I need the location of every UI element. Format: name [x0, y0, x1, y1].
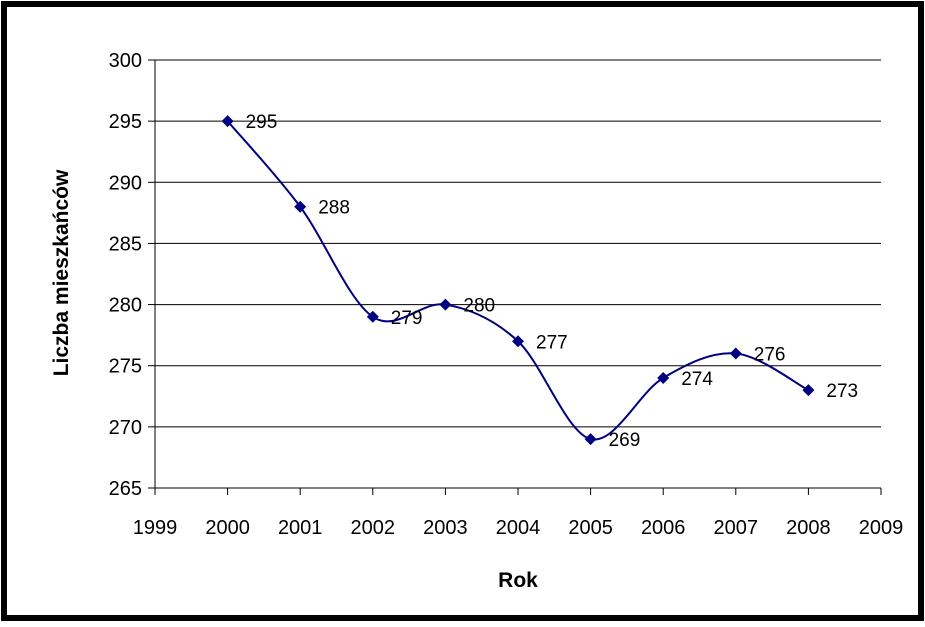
data-point [584, 433, 597, 446]
series [221, 115, 815, 446]
data-label: 295 [246, 112, 278, 133]
y-tick-label: 300 [109, 50, 142, 72]
x-tick-label: 2008 [786, 517, 831, 539]
data-label: 269 [609, 430, 641, 451]
data-label: 276 [754, 344, 786, 365]
data-label: 273 [826, 381, 858, 402]
y-tick-label: 285 [109, 233, 142, 255]
y-tick-label: 270 [109, 417, 142, 439]
data-point [512, 335, 524, 348]
data-label: 274 [681, 369, 713, 390]
data-point [802, 384, 815, 397]
gridlines [155, 59, 881, 428]
y-tick-label: 295 [109, 111, 142, 133]
x-tick-label: 2007 [714, 517, 759, 539]
x-tick-label: 2000 [205, 517, 250, 539]
x-tick-label: 2003 [423, 517, 468, 539]
x-tick-label: 2009 [859, 517, 904, 539]
x-tick-label: 2005 [568, 517, 613, 539]
data-point [221, 115, 234, 128]
y-tick-label: 275 [109, 356, 142, 378]
x-tick-label: 1999 [133, 517, 178, 539]
x-axis-title: Rok [498, 569, 538, 592]
x-tick-label: 2006 [641, 517, 686, 539]
data-label: 277 [536, 332, 568, 353]
y-tick-label: 265 [109, 478, 142, 500]
labels: 295 288 279 280 277 269 274 276 273 [246, 112, 859, 451]
data-point [657, 371, 670, 384]
data-point [729, 347, 742, 360]
y-axis-title: Liczba mieszkańców [50, 169, 73, 376]
y-tick-label: 280 [109, 295, 142, 317]
data-point [366, 310, 379, 323]
y-tick-label: 290 [109, 172, 142, 194]
data-label: 288 [318, 198, 350, 219]
data-label: 279 [391, 308, 423, 329]
data-point [294, 200, 307, 213]
axes: 265 270 275 280 285 290 295 300 1999 2000 2001 2002… [109, 50, 904, 539]
data-label: 280 [463, 296, 495, 317]
x-tick-label: 2001 [278, 517, 323, 539]
data-point [439, 298, 452, 311]
x-tick-label: 2004 [496, 517, 541, 539]
x-tick-label: 2002 [351, 517, 396, 539]
